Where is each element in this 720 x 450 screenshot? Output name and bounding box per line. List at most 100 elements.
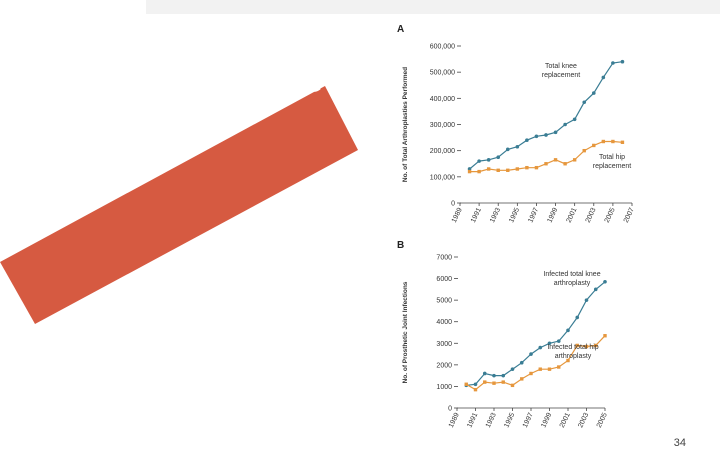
data-point bbox=[506, 168, 510, 172]
data-point bbox=[575, 343, 579, 348]
data-point bbox=[563, 162, 567, 166]
data-point bbox=[515, 144, 520, 149]
data-point bbox=[492, 381, 496, 385]
data-point bbox=[582, 148, 586, 153]
data-point bbox=[477, 159, 481, 163]
x-tick-label: 2005 bbox=[596, 412, 609, 429]
series-label-line: Total knee bbox=[545, 63, 577, 70]
x-tick-label: 2003 bbox=[585, 207, 598, 224]
x-tick-label: 1997 bbox=[522, 412, 535, 429]
y-axis-label: No. of Total Arthroplasties Performed bbox=[402, 67, 409, 182]
data-point bbox=[483, 380, 487, 384]
data-point bbox=[515, 167, 520, 171]
data-point bbox=[525, 165, 529, 170]
data-point bbox=[467, 169, 472, 174]
data-point bbox=[467, 167, 472, 171]
x-tick-label: 1991 bbox=[466, 412, 479, 429]
data-point bbox=[482, 371, 487, 376]
data-point bbox=[566, 358, 570, 363]
data-point bbox=[501, 380, 505, 384]
y-tick-label: 100,000 bbox=[430, 174, 455, 181]
data-point bbox=[473, 387, 478, 392]
data-point bbox=[603, 280, 607, 284]
x-tick-label: 1997 bbox=[527, 207, 540, 224]
data-point bbox=[566, 328, 570, 333]
data-point bbox=[525, 138, 529, 142]
series-label-line: Infected total knee bbox=[543, 271, 600, 278]
y-tick-label: 3000 bbox=[436, 341, 452, 348]
x-tick-label: 2003 bbox=[577, 412, 590, 429]
data-point bbox=[584, 298, 589, 302]
data-point bbox=[620, 140, 625, 144]
x-tick-label: 1993 bbox=[485, 412, 498, 429]
data-point bbox=[592, 143, 596, 148]
data-point bbox=[572, 158, 577, 162]
y-tick-label: 0 bbox=[451, 201, 455, 208]
data-point bbox=[575, 315, 580, 320]
data-point bbox=[486, 158, 491, 162]
x-tick-label: 1989 bbox=[448, 412, 461, 429]
data-point bbox=[544, 162, 548, 166]
panel-label: A bbox=[397, 24, 404, 35]
y-tick-label: 600,000 bbox=[430, 44, 455, 51]
data-point bbox=[520, 377, 524, 381]
data-point bbox=[553, 130, 558, 135]
data-point bbox=[538, 345, 543, 350]
data-point bbox=[547, 367, 552, 371]
panel-label: B bbox=[397, 240, 404, 251]
x-tick-label: 1999 bbox=[540, 412, 553, 429]
x-tick-label: 1995 bbox=[503, 412, 516, 429]
series-line bbox=[466, 281, 606, 386]
data-point bbox=[572, 117, 577, 122]
y-tick-label: 4000 bbox=[436, 319, 452, 326]
series-label-line: replacement bbox=[542, 72, 581, 79]
data-point bbox=[584, 344, 589, 349]
series-label: Infected total knee arthroplasty bbox=[543, 271, 600, 287]
y-tick-label: 2000 bbox=[436, 362, 452, 369]
x-tick-label: 1995 bbox=[508, 207, 521, 224]
data-point bbox=[473, 382, 478, 387]
data-point bbox=[582, 100, 587, 105]
y-tick-label: 6000 bbox=[436, 276, 452, 283]
y-tick-label: 1000 bbox=[436, 384, 452, 391]
y-tick-label: 300,000 bbox=[430, 122, 455, 129]
data-point bbox=[603, 334, 607, 338]
data-point bbox=[486, 167, 491, 171]
data-point bbox=[556, 339, 561, 343]
data-point bbox=[553, 158, 558, 162]
y-tick-label: 7000 bbox=[436, 255, 452, 262]
data-point bbox=[510, 367, 515, 371]
series-line bbox=[465, 335, 606, 391]
data-point bbox=[601, 139, 606, 144]
data-point bbox=[519, 360, 524, 365]
x-tick-label: 2001 bbox=[566, 207, 579, 224]
series-label-line: arthroplasty bbox=[554, 280, 591, 287]
data-point bbox=[563, 122, 567, 127]
data-point bbox=[534, 165, 539, 170]
chart-b: B No. of Prosthetic Joint Infections 0 1000… bbox=[397, 240, 609, 429]
y-tick-label: 400,000 bbox=[430, 96, 455, 103]
data-point bbox=[529, 371, 533, 376]
data-point bbox=[538, 367, 542, 371]
y-tick-label: 0 bbox=[448, 406, 452, 413]
series-label-line: Total hip bbox=[599, 154, 625, 161]
series-label-line: arthroplasty bbox=[555, 353, 592, 360]
x-tick-label: 2007 bbox=[623, 207, 636, 224]
data-point bbox=[492, 373, 496, 378]
y-tick-label: 200,000 bbox=[430, 148, 455, 155]
x-tick-label: 1999 bbox=[546, 207, 559, 224]
data-point bbox=[594, 343, 598, 348]
x-tick-label: 1991 bbox=[470, 207, 483, 224]
data-point bbox=[510, 383, 515, 388]
data-point bbox=[534, 134, 539, 139]
data-point bbox=[477, 169, 481, 174]
x-tick-label: 1989 bbox=[451, 207, 464, 224]
y-tick-label: 5000 bbox=[436, 298, 452, 305]
data-point bbox=[601, 75, 606, 80]
x-tick-label: 2001 bbox=[559, 412, 572, 429]
data-point bbox=[496, 155, 501, 160]
series-label: Infected total hip arthroplasty bbox=[547, 344, 598, 360]
slide-top-bar bbox=[146, 0, 720, 14]
data-point bbox=[505, 147, 510, 152]
